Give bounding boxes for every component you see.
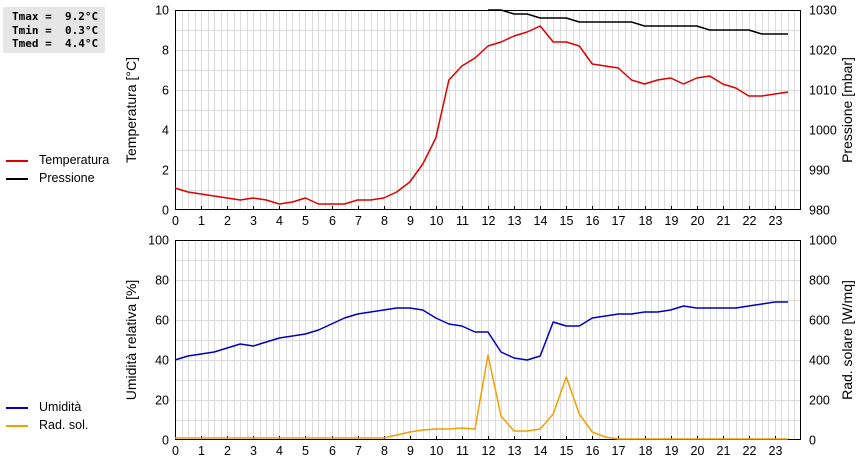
- x-tick-label: 6: [329, 444, 336, 458]
- x-tick-label: 10: [430, 444, 444, 458]
- y-tick-label-right: 200: [809, 394, 830, 408]
- y-tick-label-right: 800: [809, 274, 830, 288]
- y-tick-label-left: 10: [155, 4, 169, 18]
- x-tick-label: 23: [769, 444, 783, 458]
- chart-panel-0: 0 1 2 3 4 5 6 7 8 9 10 11 12 13 14 15 16 17 18 19 20 21 22 2302…: [123, 4, 855, 229]
- chart-panel-1: 0 1 2 3 4 5 6 7 8 9 10 11 12 13 14 15 16 17 18 19 20 21 22 2302…: [123, 234, 855, 459]
- x-tick-label: 13: [508, 444, 522, 458]
- x-tick-label: 6: [329, 214, 336, 228]
- x-tick-label: 20: [691, 444, 705, 458]
- y-tick-label-left: 100: [148, 234, 169, 248]
- y-tick-label-left: 4: [162, 124, 169, 138]
- x-tick-label: 13: [508, 214, 522, 228]
- x-tick-label: 20: [691, 214, 705, 228]
- x-tick-label: 2: [224, 444, 231, 458]
- x-tick-label: 21: [717, 444, 731, 458]
- series-line-umidit: [174, 301, 788, 361]
- y-tick-label-left: 20: [155, 394, 169, 408]
- y-tick-label-right: 0: [809, 434, 816, 448]
- x-tick-label: 2: [224, 214, 231, 228]
- x-tick-label: 14: [534, 214, 548, 228]
- x-tick-label: 9: [407, 214, 414, 228]
- x-tick-label: 5: [302, 444, 309, 458]
- y-tick-label-left: 6: [162, 84, 169, 98]
- legend-label-rad-sol: Rad. sol.: [39, 418, 89, 432]
- y-tick-label-left: 8: [162, 44, 169, 58]
- x-tick-label: 8: [381, 444, 388, 458]
- y-tick-label-right: 1000: [809, 124, 837, 138]
- y-tick-label-left: 60: [155, 314, 169, 328]
- x-tick-label: 16: [586, 444, 600, 458]
- x-tick-label: 5: [302, 214, 309, 228]
- x-tick-label: 4: [276, 444, 283, 458]
- series-line-rad-sol: [175, 354, 788, 440]
- y-tick-label-right: 990: [809, 164, 830, 178]
- y-tick-label-left: 2: [162, 164, 169, 178]
- x-tick-label: 7: [355, 444, 362, 458]
- x-tick-label: 10: [430, 214, 444, 228]
- series-line-temperatura: [174, 25, 789, 205]
- legend-swatch-rad-sol: [6, 425, 28, 427]
- x-tick-label: 14: [534, 444, 548, 458]
- legend-swatch-temperatura: [6, 160, 28, 162]
- x-tick-label: 19: [665, 214, 679, 228]
- y-tick-label-right: 1010: [809, 84, 837, 98]
- x-tick-label: 15: [560, 444, 574, 458]
- x-tick-label: 7: [355, 214, 362, 228]
- x-tick-label: 0: [172, 444, 179, 458]
- legend-swatch-umidita: [6, 407, 28, 409]
- x-tick-label: 8: [381, 214, 388, 228]
- stat-tmin: Tmin = 0.3°C: [12, 23, 99, 37]
- y-tick-label-right: 400: [809, 354, 830, 368]
- temperature-stats-box: Tmax = 9.2°C Tmin = 0.3°C Tmed = 4.4°C: [3, 7, 105, 53]
- x-tick-label: 21: [717, 214, 731, 228]
- y-tick-label-right: 980: [809, 204, 830, 218]
- x-tick-label: 23: [769, 214, 783, 228]
- x-tick-label: 17: [612, 214, 626, 228]
- stat-tmed: Tmed = 4.4°C: [12, 37, 99, 50]
- legend-label-temperatura: Temperatura: [39, 153, 110, 167]
- x-tick-label: 19: [665, 444, 679, 458]
- grid: [175, 240, 801, 440]
- x-tick-label: 9: [407, 444, 414, 458]
- x-tick-label: 3: [250, 214, 257, 228]
- series-line-pressione: [488, 9, 788, 35]
- x-tick-label: 11: [456, 214, 469, 228]
- y-tick-label-left: 0: [162, 434, 169, 448]
- x-tick-label: 3: [250, 444, 257, 458]
- x-tick-label: 1: [198, 214, 205, 228]
- x-tick-label: 12: [482, 444, 496, 458]
- legend-label-umidita: Umidità: [39, 400, 82, 414]
- x-tick-label: 12: [482, 214, 496, 228]
- y-tick-label-right: 1030: [809, 4, 837, 18]
- y-tick-label-left: 40: [155, 354, 169, 368]
- x-tick-label: 0: [172, 214, 179, 228]
- x-tick-label: 4: [276, 214, 283, 228]
- x-tick-label: 22: [743, 214, 757, 228]
- y-tick-label-left: 0: [162, 204, 169, 218]
- y-axis-title-left: Umidità relativa [%]: [123, 280, 139, 401]
- y-axis-title-right: Pressione [mbar]: [839, 57, 855, 163]
- y-tick-label-right: 1020: [809, 44, 837, 58]
- y-axis-title-left: Temperatura [°C]: [123, 57, 139, 163]
- y-tick-label-left: 80: [155, 274, 169, 288]
- x-tick-label: 11: [456, 444, 469, 458]
- legend-label-pressione: Pressione: [39, 171, 95, 185]
- x-tick-label: 18: [639, 444, 653, 458]
- y-tick-label-right: 1000: [809, 234, 837, 248]
- y-axis-title-right: Rad. solare [W/mq]: [839, 280, 855, 400]
- x-tick-label: 22: [743, 444, 757, 458]
- x-tick-label: 15: [560, 214, 574, 228]
- x-tick-label: 16: [586, 214, 600, 228]
- y-tick-label-right: 600: [809, 314, 830, 328]
- grid: [175, 10, 801, 210]
- x-tick-label: 17: [612, 444, 626, 458]
- x-tick-label: 18: [639, 214, 653, 228]
- x-tick-label: 1: [198, 444, 205, 458]
- legend-swatch-pressione: [6, 178, 28, 180]
- stat-tmax: Tmax = 9.2°C: [12, 10, 99, 23]
